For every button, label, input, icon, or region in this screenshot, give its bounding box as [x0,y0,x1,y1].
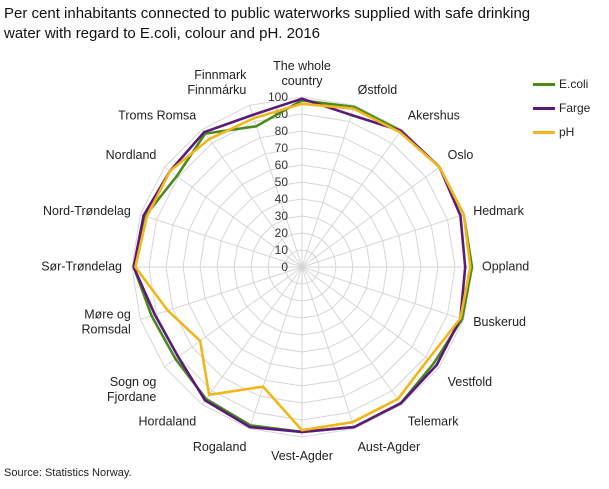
legend-item-farge[interactable]: Farge [533,100,609,116]
legend-label-ph: pH [559,125,575,139]
tick-label-20: 20 [275,226,289,240]
chart-title-line-2: water with regard to E.coli, colour and … [4,25,321,42]
legend-swatch-ph [533,131,555,134]
grid-spoke-1 [301,105,355,268]
legend-swatch-ecoli [533,83,555,86]
category-label-5: Oppland [482,260,529,274]
tick-label-0: 0 [281,260,288,274]
category-label-6: Buskerud [473,315,526,329]
chart-title: Per cent inhabitants connected to public… [4,4,604,44]
series-line-ph [134,102,472,432]
category-label-12: Hordaland [139,415,197,429]
grid-spoke-9 [301,266,355,429]
grid-spoke-2 [301,129,403,268]
grid-spoke-3 [301,166,440,268]
category-label-17: Nordland [106,148,157,162]
legend-item-ph[interactable]: pH [533,124,609,140]
tick-label-80: 80 [275,124,289,138]
category-label-19: Finnmark Finnmárku [187,68,247,97]
category-label-18: Troms Romsa [118,108,196,122]
category-label-7: Vestfold [448,375,493,389]
grid-spoke-6 [301,266,464,320]
source-note: Source: Statistics Norway. [4,467,132,479]
category-label-4: Hedmark [473,204,524,218]
category-labels: The whole country Østfold Akershus Oslo Hedma… [41,59,529,463]
legend-label-farge: Farge [559,101,591,115]
category-label-13: Sogn og Fjordane [107,375,156,404]
legend-item-ecoli[interactable]: E.coli [533,76,609,92]
chart-title-line-1: Per cent inhabitants connected to public… [4,5,531,22]
tick-label-40: 40 [275,192,289,206]
grid-spoke-17 [164,166,303,268]
tick-label-60: 60 [275,158,289,172]
category-label-1: Østfold [358,83,398,97]
tick-label-100: 100 [268,90,288,104]
tick-label-10: 10 [275,243,289,257]
grid-spoke-19 [249,105,303,268]
category-label-16: Nord-Trøndelag [43,204,131,218]
category-label-11: Rogaland [193,440,247,454]
grid-spoke-16 [140,214,303,268]
category-label-3: Oslo [448,148,474,162]
grid-spoke-8 [301,266,403,405]
category-label-0: The whole country [273,59,331,88]
category-label-15: Sør-Trøndelag [41,260,122,274]
legend-label-ecoli: E.coli [559,77,589,91]
tick-label-30: 30 [275,209,289,223]
category-label-2: Akershus [408,108,460,122]
grid-spoke-7 [301,266,440,368]
category-label-9: Aust-Agder [358,440,421,454]
tick-label-50: 50 [275,175,289,189]
grid-spoke-4 [301,214,464,268]
grid-spoke-13 [164,266,303,368]
category-label-14: Møre og Romsdal [81,308,130,337]
category-label-10: Vest-Agder [271,449,333,463]
grid-spoke-11 [249,266,303,429]
tick-label-70: 70 [275,141,289,155]
category-label-8: Telemark [408,415,459,429]
legend-swatch-farge [533,107,555,110]
grid-spoke-18 [201,129,303,268]
grid-spoke-12 [201,266,303,405]
radar-series [132,97,474,434]
